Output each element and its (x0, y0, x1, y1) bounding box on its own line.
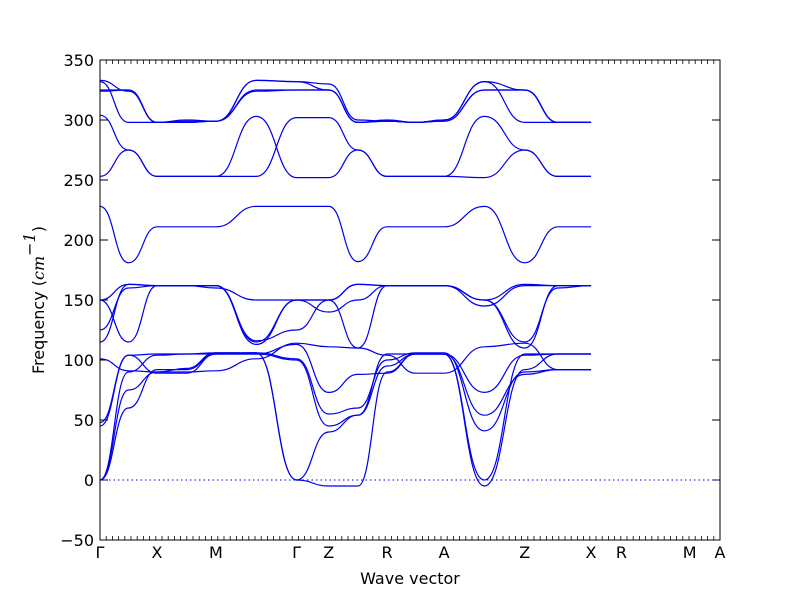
phonon-branch (99, 283, 592, 349)
phonon-branch (99, 342, 592, 374)
x-tick-label: Γ (96, 543, 105, 562)
phonon-branch (99, 79, 592, 124)
phonon-branch (99, 353, 592, 481)
y-tick-label: 200 (63, 231, 94, 250)
phonon-branch (99, 115, 592, 179)
x-tick-label: Z (519, 543, 530, 562)
y-axis-unit: cm (29, 256, 48, 280)
y-axis-unit-exponent: −1 (20, 232, 39, 256)
plot-frame (99, 59, 721, 541)
phonon-branch (99, 114, 592, 178)
phonon-branch (99, 352, 592, 481)
phonon-branch (99, 285, 592, 346)
plot-layer (99, 79, 720, 487)
x-tick-label: M (209, 543, 223, 562)
phonon-branch (99, 352, 592, 481)
phonon-branch (99, 283, 592, 343)
y-tick-label: −50 (60, 531, 94, 550)
y-axis-label-open-paren: ( (29, 280, 48, 286)
x-tick-label: M (683, 543, 697, 562)
x-tick-label: A (439, 543, 450, 562)
phonon-branch (99, 79, 592, 124)
x-tick-label: Z (323, 543, 334, 562)
x-tick-label: R (381, 543, 392, 562)
x-tick-label: X (586, 543, 597, 562)
x-tick-label: X (152, 543, 163, 562)
ticks-layer (99, 59, 721, 541)
y-axis-label: Frequency (cm−1) (20, 226, 49, 374)
y-tick-label: 100 (63, 351, 94, 370)
x-tick-label: Γ (292, 543, 301, 562)
phonon-branch (99, 205, 592, 264)
x-axis-label: Wave vector (360, 569, 460, 588)
y-tick-label: 150 (63, 291, 94, 310)
y-axis-label-text: Frequency (29, 291, 48, 374)
y-axis-label-close-paren: ) (29, 226, 48, 232)
y-tick-label: 350 (63, 51, 94, 70)
x-tick-label: R (616, 543, 627, 562)
y-tick-label: 50 (74, 411, 94, 430)
phonon-branch (99, 285, 592, 349)
phonon-branch (99, 343, 592, 423)
y-tick-label: 0 (84, 471, 94, 490)
x-tick-label: A (715, 543, 726, 562)
y-tick-label: 250 (63, 171, 94, 190)
y-tick-label: 300 (63, 111, 94, 130)
